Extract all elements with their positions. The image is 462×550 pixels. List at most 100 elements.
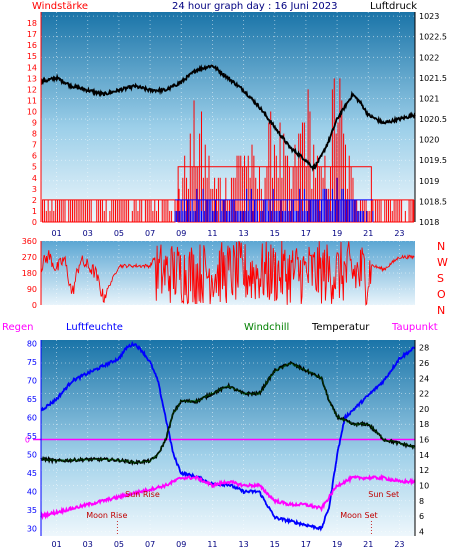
wind-speed-tick: 17 (27, 30, 37, 39)
temperature-tick: 18 (419, 420, 429, 429)
hour-tick: 13 (238, 229, 248, 238)
humidity-temperature-x-axis: 01 03 05 07 09 11 13 15 17 19 21 23 (51, 540, 404, 549)
wind-speed-tick: 16 (27, 41, 37, 50)
hour-tick: 09 (176, 540, 186, 549)
humidity-tick: 30 (27, 525, 37, 534)
hour-tick: 21 (363, 540, 373, 549)
humidity-tick: 35 (27, 506, 37, 515)
temperature-tick: 24 (419, 374, 429, 383)
gust-band (42, 199, 176, 223)
hour-tick: 17 (301, 229, 311, 238)
compass-letter: S (437, 272, 444, 285)
direction-tick: 0 (32, 301, 37, 310)
humidity-temperature-series: 0 (25, 340, 416, 532)
temperature-tick: 22 (419, 390, 429, 399)
temperature-tick: 20 (419, 405, 429, 414)
temperature-axis: 4 6 8 10 12 14 16 18 20 22 24 26 28 (414, 340, 429, 536)
wind-speed-tick: 7 (32, 141, 37, 150)
pressure-tick: 1021.5 (419, 74, 447, 83)
page-title: 24 hour graph day : 16 Juni 2023 (172, 1, 338, 12)
wind-speed-tick: 2 (32, 196, 37, 205)
humidity-tick: 55 (27, 432, 37, 441)
hour-tick: 07 (145, 229, 155, 238)
hour-tick: 23 (394, 540, 404, 549)
humidity-tick: 70 (27, 377, 37, 386)
wind-speed-tick: 6 (32, 152, 37, 161)
wind-speed-bars (174, 177, 374, 222)
hour-tick: 11 (207, 229, 217, 238)
temperature-tick: 10 (419, 481, 429, 490)
dewpoint-line (40, 473, 416, 521)
humidity-tick: 50 (27, 451, 37, 460)
windchill-line (40, 362, 416, 465)
wind-direction-series (40, 240, 415, 306)
wind-direction-line (40, 240, 415, 306)
wind-pressure-grid (41, 12, 415, 223)
pressure-tick: 1021 (419, 94, 439, 103)
wind-speed-tick: 12 (27, 85, 37, 94)
compass-letter: O (437, 288, 446, 301)
direction-tick: 180 (22, 269, 37, 278)
temperature-tick: 8 (419, 497, 424, 506)
wind-direction-axis: 0 90 180 270 360 (22, 237, 42, 310)
pressure-tick: 1023 (419, 12, 439, 21)
pressure-tick: 1019.5 (419, 156, 447, 165)
wind-speed-tick: 4 (32, 174, 37, 183)
legend-humidity: Luftfeuchte (66, 322, 123, 333)
humidity-tick: 45 (27, 469, 37, 478)
wind-speed-tick: 5 (32, 163, 37, 172)
legend-windchill: Windchill (244, 322, 289, 333)
wind-pressure-x-axis: 01 03 05 07 09 11 13 15 17 19 21 23 (51, 229, 404, 238)
pressure-tick: 1018 (419, 218, 439, 227)
pressure-axis: 1018 1018.5 1019 1019.5 1020 1020.5 1021 1021.5… (414, 12, 447, 227)
wind-speed-tick: 10 (27, 107, 37, 116)
wind-pressure-plot-area (41, 12, 415, 222)
hour-tick: 05 (114, 540, 124, 549)
temperature-tick: 6 (419, 512, 424, 521)
wind-speed-tick: 14 (27, 63, 37, 72)
compass-letter: N (437, 240, 445, 253)
pressure-tick: 1019 (419, 177, 439, 186)
humidity-tick: 65 (27, 395, 37, 404)
annotation-label: Moon Rise (86, 511, 127, 520)
hour-tick: 01 (51, 540, 61, 549)
hour-tick: 15 (270, 540, 280, 549)
astronomy-annotations: Sun Rise Sun Set Moon Rise Moon Set (86, 490, 399, 536)
humidity-temperature-chart: 0 Sun Rise Sun Set Moon Rise Moon Set 30 35 4… (25, 340, 429, 549)
pressure-tick: 1018.5 (419, 197, 447, 206)
temperature-tick: 12 (419, 466, 429, 475)
humidity-axis: 30 35 40 45 50 55 60 65 70 75 80 (27, 340, 42, 536)
wind-speed-axis-title: Windstärke (32, 1, 88, 12)
annotation-label: Sun Set (368, 490, 399, 499)
wind-speed-tick: 18 (27, 19, 37, 28)
hour-tick: 03 (83, 229, 93, 238)
humidity-line (40, 340, 416, 532)
hour-tick: 11 (207, 540, 217, 549)
wind-speed-tick: 3 (32, 185, 37, 194)
pressure-axis-title: Luftdruck (370, 1, 417, 12)
humidity-tick: 80 (27, 340, 37, 349)
gust-band (372, 199, 414, 223)
legend-rain: Regen (2, 322, 34, 333)
compass-letter: W (437, 256, 448, 269)
hour-tick: 09 (176, 229, 186, 238)
direction-tick: 360 (22, 237, 37, 246)
legend-temperature: Temperatur (311, 322, 370, 333)
temperature-tick: 28 (419, 344, 429, 353)
wind-speed-tick: 9 (32, 119, 37, 128)
temperature-tick: 16 (419, 436, 429, 445)
wind-speed-tick: 1 (32, 207, 37, 216)
rain-value: 0 (25, 436, 30, 445)
wind-speed-tick: 8 (32, 130, 37, 139)
hour-tick: 15 (270, 229, 280, 238)
pressure-tick: 1022.5 (419, 33, 447, 42)
pressure-tick: 1020.5 (419, 115, 447, 124)
legend-dewpoint: Taupunkt (391, 322, 438, 333)
wind-speed-tick: 11 (27, 96, 37, 105)
direction-tick: 270 (22, 253, 37, 262)
humidity-tick: 60 (27, 414, 37, 423)
hour-tick: 13 (238, 540, 248, 549)
humidity-temperature-plot-area (41, 340, 415, 536)
